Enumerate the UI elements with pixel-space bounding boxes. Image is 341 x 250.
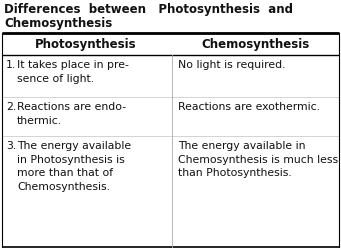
Text: 3.: 3.: [6, 140, 16, 150]
Text: Reactions are endo-
thermic.: Reactions are endo- thermic.: [17, 102, 126, 125]
Text: The energy available
in Photosynthesis is
more than that of
Chemosynthesis.: The energy available in Photosynthesis i…: [17, 140, 131, 191]
Text: Reactions are exothermic.: Reactions are exothermic.: [178, 102, 320, 112]
Text: The energy available in
Chemosynthesis is much less
than Photosynthesis.: The energy available in Chemosynthesis i…: [178, 140, 338, 177]
Text: Chemosynthesis: Chemosynthesis: [201, 38, 309, 51]
Text: Differences  between   Photosynthesis  and: Differences between Photosynthesis and: [4, 3, 293, 16]
Text: It takes place in pre-
sence of light.: It takes place in pre- sence of light.: [17, 60, 129, 83]
Text: Chemosynthesis: Chemosynthesis: [4, 17, 112, 30]
Text: 1.: 1.: [6, 60, 16, 70]
Text: 2.: 2.: [6, 102, 16, 112]
Text: No light is required.: No light is required.: [178, 60, 285, 70]
Text: Photosynthesis: Photosynthesis: [35, 38, 137, 51]
